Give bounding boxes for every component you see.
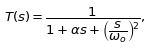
Text: $T(s) = \dfrac{1}{1 + \alpha s + \left(\dfrac{s}{\omega_o}\right)^{\!2}},$: $T(s) = \dfrac{1}{1 + \alpha s + \left(\… xyxy=(4,5,146,45)
